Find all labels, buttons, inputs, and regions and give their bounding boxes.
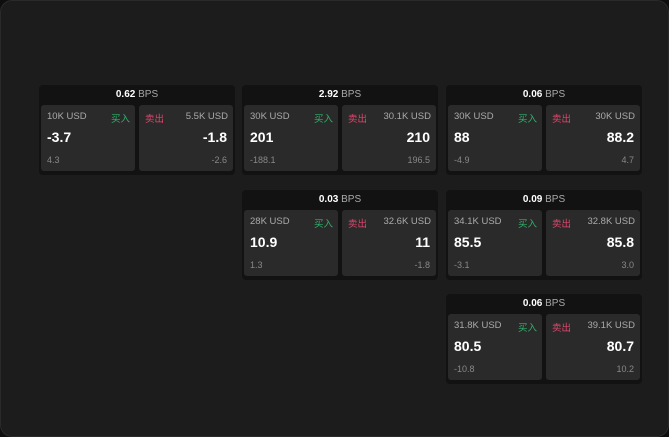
sell-price: 85.8 xyxy=(606,234,634,250)
buy-cell[interactable]: 28K USD 买入 10.9 1.3 xyxy=(244,210,338,276)
sell-change: -1.8 xyxy=(414,260,430,270)
spread-header: 0.09 BPS xyxy=(446,190,642,210)
quote-card: 0.06 BPS 30K USD 买入 88 -4.9 卖出 30K USD 88.… xyxy=(446,85,642,175)
spread-header: 0.06 BPS xyxy=(446,85,642,105)
spread-unit: BPS xyxy=(545,89,566,100)
spread-unit: BPS xyxy=(341,89,362,100)
buy-price: -3.7 xyxy=(47,129,72,145)
sell-change: 10.2 xyxy=(616,364,634,374)
spread-unit: BPS xyxy=(545,194,566,205)
sell-price: 80.7 xyxy=(606,338,634,354)
buy-price: 85.5 xyxy=(454,234,482,250)
buy-price: 10.9 xyxy=(250,234,278,250)
sell-label: 卖出 xyxy=(552,114,572,125)
spread-value: 0.09 xyxy=(522,194,543,205)
sell-price: 210 xyxy=(406,129,430,145)
quote-card: 0.06 BPS 31.8K USD 买入 80.5 -10.8 卖出 39.1K … xyxy=(446,294,642,384)
spread-unit: BPS xyxy=(341,194,362,205)
spread-unit: BPS xyxy=(138,89,159,100)
sell-size: 30K USD xyxy=(595,111,635,122)
spread-value: 0.06 xyxy=(522,89,543,100)
buy-cell[interactable]: 10K USD 买入 -3.7 4.3 xyxy=(41,105,135,171)
quote-card: 0.09 BPS 34.1K USD 买入 85.5 -3.1 卖出 32.8K U… xyxy=(446,190,642,280)
buy-cell[interactable]: 30K USD 买入 88 -4.9 xyxy=(448,105,542,171)
sell-label: 卖出 xyxy=(552,219,572,230)
buy-label: 买入 xyxy=(313,114,333,125)
sell-price: 88.2 xyxy=(606,129,634,145)
quote-card: 2.92 BPS 30K USD 买入 201 -188.1 卖出 30.1K US… xyxy=(242,85,438,175)
spread-header: 0.06 BPS xyxy=(446,294,642,314)
sell-label: 卖出 xyxy=(552,323,572,334)
sell-change: -2.6 xyxy=(211,155,227,165)
sell-cell[interactable]: 卖出 5.5K USD -1.8 -2.6 xyxy=(139,105,233,171)
sell-label: 卖出 xyxy=(348,219,368,230)
buy-label: 买入 xyxy=(517,323,537,334)
sell-size: 32.8K USD xyxy=(587,216,635,227)
buy-label: 买入 xyxy=(517,219,537,230)
sell-cell[interactable]: 卖出 30K USD 88.2 4.7 xyxy=(546,105,640,171)
sell-size: 30.1K USD xyxy=(383,111,431,122)
sell-change: 4.7 xyxy=(621,155,634,165)
buy-cell[interactable]: 31.8K USD 买入 80.5 -10.8 xyxy=(448,314,542,380)
buy-change: -4.9 xyxy=(454,155,470,165)
buy-price: 201 xyxy=(250,129,274,145)
sell-cell[interactable]: 卖出 39.1K USD 80.7 10.2 xyxy=(546,314,640,380)
sell-label: 卖出 xyxy=(145,114,165,125)
spread-header: 0.62 BPS xyxy=(39,85,235,105)
buy-label: 买入 xyxy=(517,114,537,125)
buy-change: -3.1 xyxy=(454,260,470,270)
spread-header: 0.03 BPS xyxy=(242,190,438,210)
spread-value: 0.03 xyxy=(318,194,339,205)
quote-card: 0.62 BPS 10K USD 买入 -3.7 4.3 卖出 5.5K USD -… xyxy=(39,85,235,175)
buy-size: 31.8K USD xyxy=(454,320,502,331)
buy-change: 1.3 xyxy=(250,260,263,270)
spread-value: 0.06 xyxy=(522,298,543,309)
buy-change: 4.3 xyxy=(47,155,60,165)
sell-size: 5.5K USD xyxy=(185,111,228,122)
sell-change: 196.5 xyxy=(407,155,430,165)
spread-value: 2.92 xyxy=(318,89,339,100)
sell-change: 3.0 xyxy=(621,260,634,270)
spread-header: 2.92 BPS xyxy=(242,85,438,105)
buy-size: 34.1K USD xyxy=(454,216,502,227)
sell-cell[interactable]: 卖出 32.6K USD 11 -1.8 xyxy=(342,210,436,276)
buy-size: 30K USD xyxy=(250,111,290,122)
sell-price: 11 xyxy=(415,234,430,250)
spread-value: 0.62 xyxy=(115,89,136,100)
buy-label: 买入 xyxy=(313,219,333,230)
buy-change: -188.1 xyxy=(250,155,276,165)
buy-size: 28K USD xyxy=(250,216,290,227)
sell-cell[interactable]: 卖出 30.1K USD 210 196.5 xyxy=(342,105,436,171)
buy-price: 80.5 xyxy=(454,338,482,354)
buy-size: 30K USD xyxy=(454,111,494,122)
spread-unit: BPS xyxy=(545,298,566,309)
buy-size: 10K USD xyxy=(47,111,87,122)
sell-cell[interactable]: 卖出 32.8K USD 85.8 3.0 xyxy=(546,210,640,276)
buy-cell[interactable]: 34.1K USD 买入 85.5 -3.1 xyxy=(448,210,542,276)
sell-size: 39.1K USD xyxy=(587,320,635,331)
buy-label: 买入 xyxy=(110,114,130,125)
sell-size: 32.6K USD xyxy=(383,216,431,227)
sell-price: -1.8 xyxy=(202,129,227,145)
buy-change: -10.8 xyxy=(454,364,475,374)
buy-cell[interactable]: 30K USD 买入 201 -188.1 xyxy=(244,105,338,171)
quote-card: 0.03 BPS 28K USD 买入 10.9 1.3 卖出 32.6K USD … xyxy=(242,190,438,280)
sell-label: 卖出 xyxy=(348,114,368,125)
buy-price: 88 xyxy=(454,129,470,145)
